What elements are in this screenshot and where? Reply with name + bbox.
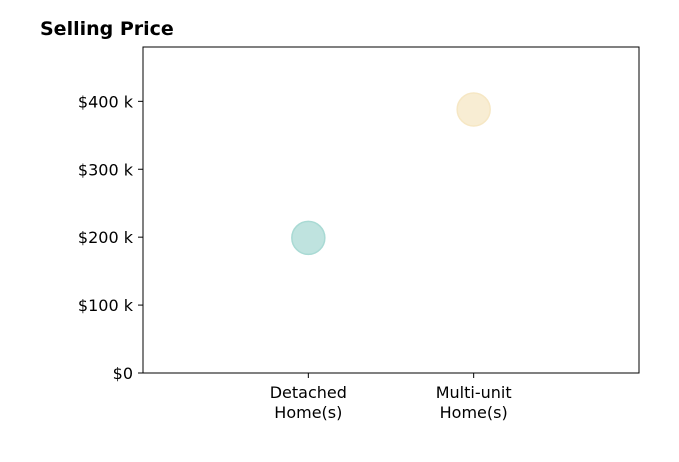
- y-tick-label: $200 k: [78, 228, 134, 247]
- x-tick-label: Home(s): [274, 403, 342, 422]
- x-tick-label: Detached: [270, 383, 347, 402]
- y-tick-label: $0: [113, 364, 133, 383]
- x-tick-label: Multi-unit: [436, 383, 512, 402]
- plot-frame: [142, 46, 640, 374]
- plot-area: $0$100 k$200 k$300 k$400 kDetachedHome(s…: [78, 46, 640, 422]
- y-tick-label: $300 k: [78, 160, 134, 179]
- data-point: [456, 92, 491, 127]
- x-tick-label: Home(s): [440, 403, 508, 422]
- data-point: [291, 220, 326, 256]
- y-tick-label: $100 k: [78, 296, 134, 315]
- chart-title: Selling Price: [40, 18, 174, 40]
- y-tick-label: $400 k: [78, 92, 134, 111]
